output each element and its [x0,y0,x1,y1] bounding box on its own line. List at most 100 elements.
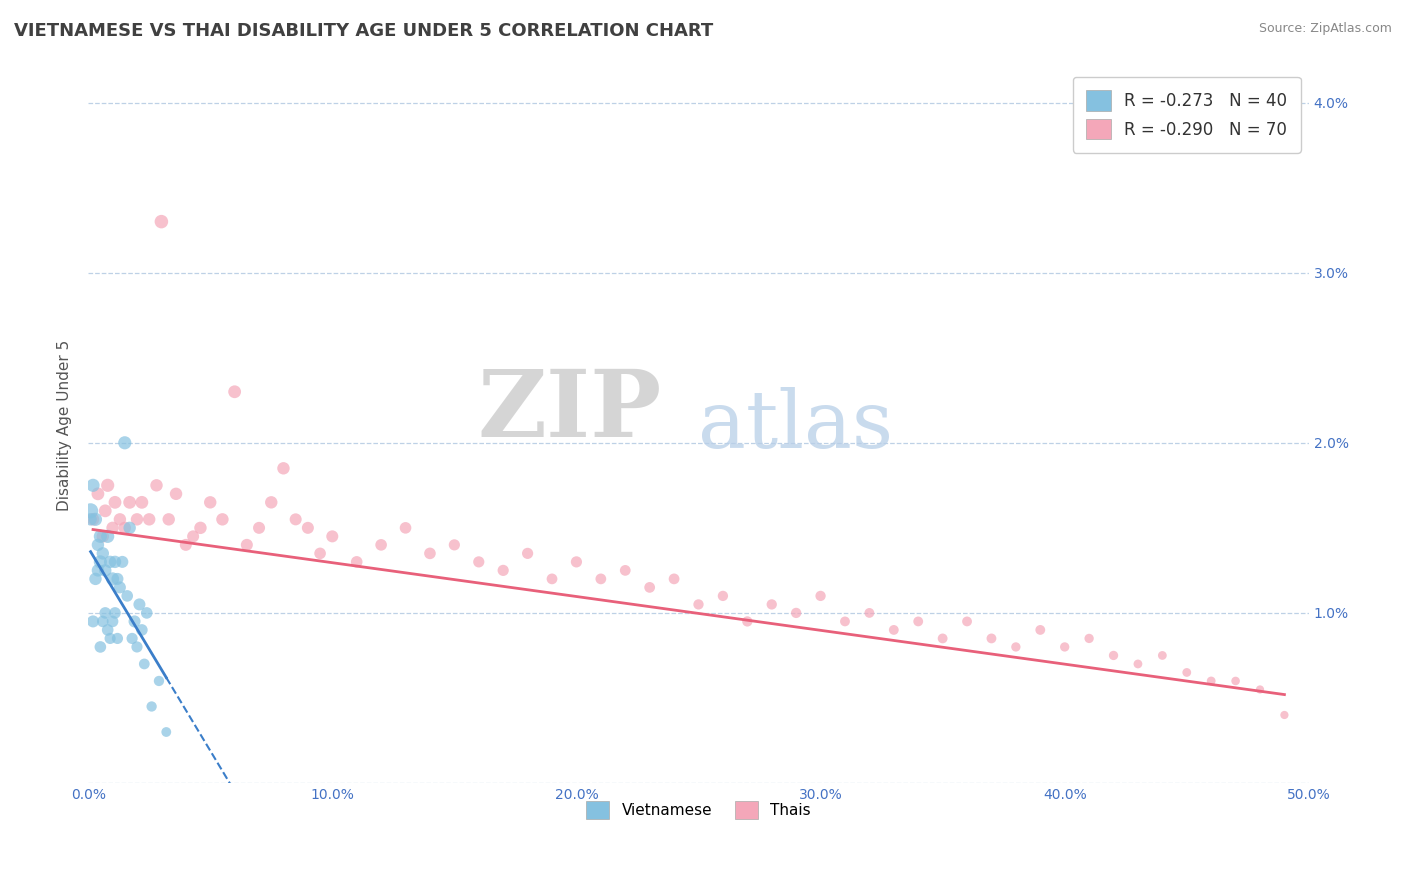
Point [118,521,141,535]
Point [124,615,146,629]
Point [125,512,148,526]
Point [907,615,929,629]
Point [321,529,343,543]
Point [131,495,153,509]
Point [138,512,160,526]
Point [101,615,124,629]
Point [1249,682,1271,697]
Point [1126,657,1149,671]
Text: Source: ZipAtlas.com: Source: ZipAtlas.com [1258,22,1392,36]
Point [565,555,588,569]
Point [211,512,233,526]
Point [174,538,197,552]
Point [284,512,307,526]
Point [1029,623,1052,637]
Point [858,606,880,620]
Point [94,606,117,620]
Point [87,487,110,501]
Point [492,563,515,577]
Point [135,606,157,620]
Point [87,563,110,577]
Point [104,606,127,620]
Point [785,606,807,620]
Point [1102,648,1125,663]
Point [589,572,612,586]
Point [107,632,129,646]
Point [148,673,170,688]
Point [1175,665,1198,680]
Point [89,640,111,654]
Point [309,546,332,560]
Point [141,699,163,714]
Point [810,589,832,603]
Point [1225,673,1247,688]
Point [128,598,150,612]
Point [1274,708,1296,723]
Point [91,529,114,543]
Point [134,657,156,671]
Point [94,504,117,518]
Point [1199,673,1222,688]
Point [224,384,246,399]
Text: ZIP: ZIP [478,367,662,457]
Point [1078,632,1101,646]
Point [118,495,141,509]
Point [87,538,110,552]
Point [980,632,1002,646]
Point [131,623,153,637]
Point [443,538,465,552]
Point [97,529,120,543]
Point [108,581,131,595]
Point [82,615,104,629]
Point [236,538,259,552]
Point [1005,640,1028,654]
Point [190,521,212,535]
Point [82,512,104,526]
Point [101,572,124,586]
Point [273,461,295,475]
Point [121,632,143,646]
Point [145,478,167,492]
Point [125,640,148,654]
Point [155,725,177,739]
Y-axis label: Disability Age Under 5: Disability Age Under 5 [58,340,72,511]
Point [883,623,905,637]
Text: VIETNAMESE VS THAI DISABILITY AGE UNDER 5 CORRELATION CHART: VIETNAMESE VS THAI DISABILITY AGE UNDER … [14,22,713,40]
Point [181,529,204,543]
Point [761,598,783,612]
Point [89,529,111,543]
Point [108,512,131,526]
Point [419,546,441,560]
Point [956,615,979,629]
Point [834,615,856,629]
Point [394,521,416,535]
Point [737,615,759,629]
Point [247,521,270,535]
Point [346,555,368,569]
Point [104,555,127,569]
Point [84,572,107,586]
Point [98,555,121,569]
Point [79,512,101,526]
Point [260,495,283,509]
Point [114,521,136,535]
Point [84,512,107,526]
Point [468,555,491,569]
Point [94,563,117,577]
Point [1053,640,1076,654]
Legend: Vietnamese, Thais: Vietnamese, Thais [581,795,817,825]
Point [688,598,710,612]
Point [200,495,222,509]
Point [370,538,392,552]
Point [97,478,120,492]
Point [89,555,111,569]
Point [541,572,564,586]
Point [79,504,101,518]
Point [114,435,136,450]
Point [297,521,319,535]
Point [150,214,173,228]
Point [711,589,734,603]
Point [1152,648,1174,663]
Point [614,563,637,577]
Point [111,555,134,569]
